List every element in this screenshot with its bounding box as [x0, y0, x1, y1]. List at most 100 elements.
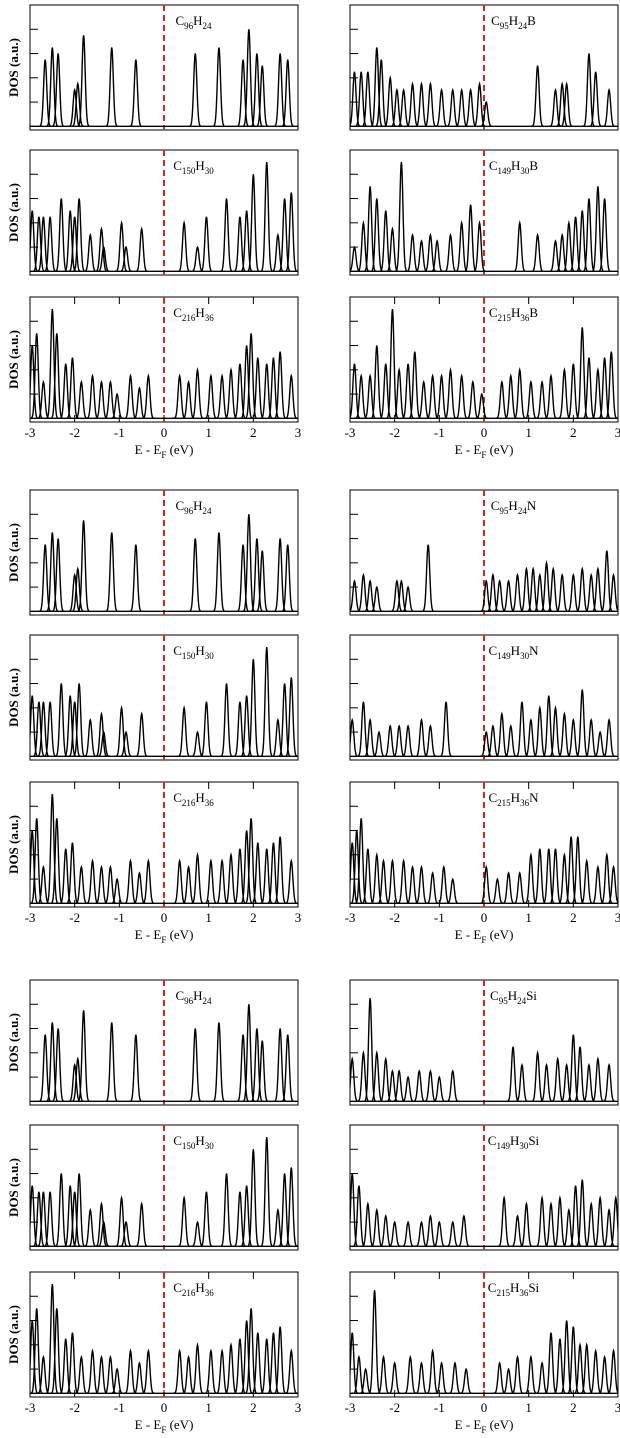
x-tick-label: 0 — [161, 425, 168, 440]
dos-peak — [494, 711, 509, 758]
dos-peak — [255, 1040, 269, 1103]
dos-peak — [65, 357, 79, 420]
dos-peak — [456, 1214, 471, 1248]
text-part: N — [529, 790, 539, 805]
dos-peak — [601, 87, 616, 128]
dos-peak — [414, 1361, 428, 1395]
dos-peak — [172, 858, 186, 905]
text-part: H — [508, 498, 517, 513]
dos-peak — [83, 1207, 97, 1248]
x-tick-label: 0 — [481, 425, 488, 440]
dos-peak — [83, 717, 97, 758]
dos-peak — [350, 842, 359, 905]
dos-peak — [30, 695, 39, 758]
x-tick-label: 0 — [481, 910, 488, 925]
dos-peak — [568, 1185, 582, 1248]
dos-peak — [38, 544, 52, 613]
dos-peak — [239, 830, 253, 905]
text-part: N — [529, 643, 539, 658]
y-axis-label: DOS (a.u.) — [6, 330, 21, 389]
dos-peak — [94, 379, 108, 420]
dos-peak — [104, 47, 119, 128]
text-part: E - E — [455, 442, 482, 457]
dos-peak — [414, 864, 428, 905]
dos-peak — [177, 220, 191, 273]
x-tick-label: -3 — [345, 425, 356, 440]
subscript: F — [161, 450, 166, 460]
dos-curve — [350, 818, 618, 905]
dos-peak — [601, 717, 616, 758]
dos-peak — [400, 1075, 415, 1103]
y-axis-label: DOS (a.u.) — [6, 38, 21, 97]
dos-peak — [535, 1195, 549, 1248]
panel-title: C96H24 — [175, 498, 212, 516]
dos-peak — [273, 836, 287, 905]
dos-peak — [232, 216, 247, 273]
dos-peak — [369, 47, 384, 128]
dos-peak — [236, 544, 250, 613]
subscript: 96 — [184, 21, 194, 31]
dos-peak — [43, 1191, 57, 1248]
dos-peak — [423, 81, 437, 128]
text-part: H — [508, 988, 517, 1003]
dos-peak — [239, 1185, 253, 1248]
dos-curve — [350, 1290, 618, 1395]
dos-peak — [224, 852, 238, 905]
dos-peak — [405, 864, 419, 905]
x-tick-label: 2 — [250, 1400, 257, 1415]
dos-peak — [350, 71, 361, 128]
dos-peak — [546, 566, 560, 613]
dos-peak — [503, 724, 518, 758]
dos-peak — [249, 53, 264, 128]
dos-curve — [350, 689, 618, 758]
dos-peak — [394, 162, 408, 273]
panel-title: C96H24 — [175, 988, 212, 1006]
dos-peak — [593, 1195, 607, 1248]
x-tick-label: 2 — [570, 1400, 577, 1415]
text-part: C — [173, 790, 182, 805]
x-tick-label: 2 — [570, 425, 577, 440]
dos-peak — [250, 1332, 265, 1395]
dos-peak — [530, 232, 544, 273]
dos-peak — [403, 1354, 417, 1395]
dos-peak — [239, 695, 253, 758]
x-tick-label: 3 — [615, 425, 620, 440]
text-part: H — [195, 1133, 204, 1148]
dos-peak — [188, 1028, 202, 1103]
dos-peak — [181, 864, 195, 905]
dos-peak — [280, 1034, 295, 1103]
dos-peak — [30, 210, 39, 273]
text-part: E - E — [135, 927, 162, 942]
dos-peak — [277, 1173, 291, 1248]
dos-peak — [255, 65, 269, 128]
dos-peak — [232, 363, 247, 420]
dos-peak — [72, 683, 86, 758]
dos-peak — [463, 204, 477, 273]
dos-peak — [36, 701, 50, 758]
dos-peak — [236, 1034, 250, 1103]
dos-peak — [30, 345, 39, 420]
dos-peak — [363, 186, 377, 273]
x-tick-label: 1 — [205, 1400, 212, 1415]
subscript: 30 — [520, 166, 530, 176]
dos-peak — [597, 1354, 611, 1395]
dos-peak — [76, 1010, 90, 1103]
text-part: C — [491, 498, 500, 513]
dos-peak — [350, 363, 361, 420]
panel-title: C150H30 — [173, 643, 214, 661]
x-tick-label: 3 — [615, 1400, 620, 1415]
dos-peak — [123, 858, 137, 905]
dos-peak — [51, 53, 65, 128]
text-part: B — [527, 13, 536, 28]
dos-peak — [369, 345, 384, 420]
dos-peak — [277, 683, 291, 758]
dos-peak — [494, 379, 509, 420]
dos-peak — [363, 373, 377, 420]
dos-peak — [224, 1342, 238, 1395]
dos-peak — [423, 1069, 437, 1103]
dos-peak — [51, 538, 65, 613]
dos-peak — [114, 1195, 128, 1248]
dos-peak — [30, 830, 39, 905]
x-tick-label: -1 — [114, 1400, 125, 1415]
subscript: 215 — [496, 1288, 510, 1298]
